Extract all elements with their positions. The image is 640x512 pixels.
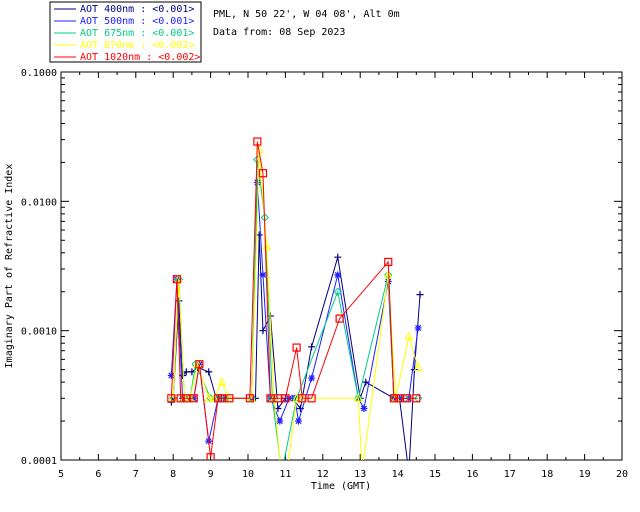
data-point: [298, 394, 307, 403]
series-line: [170, 182, 419, 442]
date-label: Data from: 08 Sep 2023: [213, 27, 345, 38]
legend-entry: AOT 870nm : <0.002>: [80, 40, 194, 51]
data-point: [412, 394, 421, 403]
x-tick-label: 19: [579, 469, 591, 480]
x-tick-label: 11: [279, 469, 291, 480]
data-point: [225, 394, 234, 403]
data-point: [253, 178, 261, 186]
y-tick-label: 0.0001: [21, 456, 57, 467]
axis-ticks: 5 6 7 8 9 10 11 12 13 14 15 16 17 18 19 20 0.0001 0.0010 0…: [21, 68, 628, 480]
x-tick-label: 20: [616, 469, 628, 480]
x-tick-label: 14: [392, 469, 404, 480]
data-point: [354, 393, 363, 402]
data-point: [383, 269, 393, 279]
data-point: [307, 394, 316, 403]
x-tick-label: 12: [317, 469, 329, 480]
x-tick-label: 9: [208, 469, 214, 480]
legend-box: [49, 1, 202, 63]
x-tick-label: 13: [354, 469, 366, 480]
data-point: [204, 393, 214, 402]
data-point: [404, 331, 414, 341]
data-point: [384, 257, 393, 267]
x-tick-label: 10: [242, 469, 254, 480]
series: [167, 137, 421, 460]
data-point: [245, 394, 254, 403]
data-point: [172, 275, 182, 284]
data-point: [335, 314, 344, 323]
data-point: [308, 343, 316, 351]
series-line: [172, 149, 419, 460]
legend-entry: AOT 1020nm : <0.002>: [80, 52, 200, 63]
x-tick-label: 8: [170, 469, 176, 480]
data-point: [410, 366, 418, 374]
data-point: [276, 417, 284, 425]
data-point: [334, 253, 342, 261]
data-point: [259, 327, 267, 335]
data-point: [294, 417, 302, 425]
legend: AOT 400nm : <0.001>AOT 500nm : <0.001>AO…: [49, 1, 202, 63]
data-point: [205, 368, 213, 376]
x-tick-label: 6: [95, 469, 101, 480]
data-point: [253, 137, 262, 146]
site-label: PML, N 50 22', W 04 08', Alt 0m: [213, 9, 400, 20]
y-axis-label: Imaginary Part of Refractive Index: [4, 164, 15, 369]
series: [168, 155, 423, 460]
x-tick-label: 18: [541, 469, 553, 480]
data-point: [413, 362, 423, 371]
data-point: [414, 324, 422, 332]
legend-entry: AOT 400nm : <0.001>: [80, 4, 194, 15]
data-point: [402, 394, 412, 403]
data-point: [281, 394, 290, 403]
data-point: [189, 394, 198, 403]
series-group: [167, 137, 424, 460]
data-point: [333, 287, 342, 296]
data-point: [176, 394, 185, 403]
x-tick-label: 16: [466, 469, 478, 480]
y-tick-label: 0.0100: [21, 197, 57, 208]
data-point: [167, 372, 175, 380]
data-point: [206, 453, 215, 460]
data-point: [195, 360, 204, 369]
y-tick-label: 0.0010: [21, 327, 57, 338]
data-point: [389, 394, 398, 403]
legend-entry: AOT 500nm : <0.001>: [80, 16, 194, 27]
data-point: [292, 343, 301, 352]
data-point: [175, 297, 183, 305]
data-point: [360, 405, 368, 413]
x-tick-label: 17: [504, 469, 516, 480]
data-point: [334, 271, 342, 279]
x-tick-label: 5: [58, 469, 64, 480]
data-point: [308, 374, 316, 382]
y-tick-label: 0.1000: [21, 68, 57, 79]
data-point: [258, 169, 268, 178]
x-tick-label: 7: [133, 469, 139, 480]
data-point: [217, 377, 227, 386]
data-point: [259, 271, 267, 279]
data-point: [362, 378, 370, 386]
data-point: [167, 394, 176, 403]
x-tick-label: 15: [429, 469, 441, 480]
series-line: [170, 141, 417, 458]
plot-frame: [60, 71, 623, 461]
data-point: [416, 291, 424, 299]
series: [168, 144, 423, 460]
x-axis-label: Time (GMT): [311, 481, 371, 492]
legend-entry: AOT 675nm : <0.001>: [80, 28, 194, 39]
